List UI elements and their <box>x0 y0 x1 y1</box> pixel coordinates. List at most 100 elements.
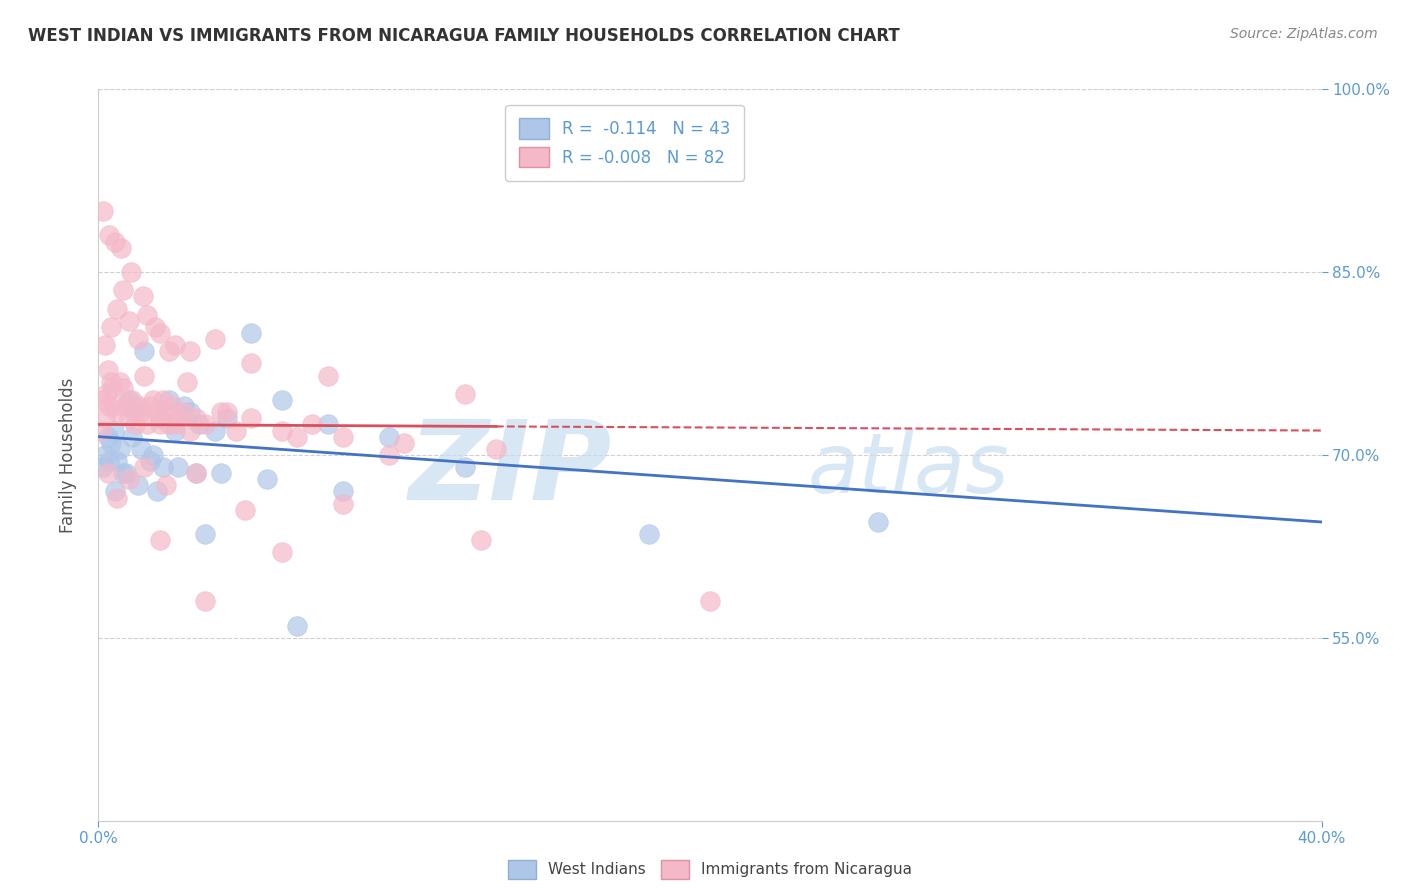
Point <box>91 460 114 475</box>
Point <box>90 424 112 438</box>
Point <box>194 594 217 608</box>
Point <box>127 332 149 346</box>
Point <box>93 411 115 425</box>
Point <box>93 448 115 462</box>
Point <box>111 466 134 480</box>
Point <box>215 411 238 425</box>
Point <box>94 387 117 401</box>
Point <box>132 289 155 303</box>
Point <box>108 442 131 456</box>
Point <box>160 399 183 413</box>
Point <box>98 228 121 243</box>
Point <box>145 405 167 419</box>
Point <box>118 392 141 407</box>
Point <box>256 472 278 486</box>
Point <box>163 424 186 438</box>
Point <box>149 533 172 548</box>
Point <box>155 405 177 419</box>
Point <box>98 399 121 413</box>
Point <box>121 430 143 444</box>
Point <box>157 417 180 432</box>
Point <box>163 338 186 352</box>
Point <box>194 527 217 541</box>
Point <box>134 460 156 475</box>
Point <box>316 368 339 383</box>
Point <box>111 284 134 298</box>
Point <box>188 417 211 432</box>
Point <box>167 460 190 475</box>
Point <box>179 405 201 419</box>
Point <box>209 466 232 480</box>
Point <box>204 332 226 346</box>
Point <box>316 417 339 432</box>
Point <box>139 399 162 413</box>
Point <box>225 424 247 438</box>
Point <box>104 235 127 249</box>
Point <box>163 417 186 432</box>
Point <box>152 392 174 407</box>
Text: atlas: atlas <box>808 429 1010 510</box>
Point <box>204 424 226 438</box>
Point <box>124 417 146 432</box>
Point <box>93 338 115 352</box>
Point <box>149 417 172 432</box>
Point <box>136 417 159 432</box>
Point <box>378 448 401 462</box>
Text: WEST INDIAN VS IMMIGRANTS FROM NICARAGUA FAMILY HOUSEHOLDS CORRELATION CHART: WEST INDIAN VS IMMIGRANTS FROM NICARAGUA… <box>28 27 900 45</box>
Point <box>176 375 198 389</box>
Point <box>152 460 174 475</box>
Point <box>120 265 142 279</box>
Point <box>470 533 492 548</box>
Point <box>378 430 401 444</box>
Point <box>103 399 125 413</box>
Point <box>270 545 294 559</box>
Point <box>91 392 114 407</box>
Point <box>100 435 122 450</box>
Point <box>638 527 661 541</box>
Point <box>115 466 138 480</box>
Point <box>485 442 508 456</box>
Point <box>233 503 256 517</box>
Point <box>270 424 294 438</box>
Point <box>215 405 238 419</box>
Point <box>285 430 308 444</box>
Point <box>157 392 180 407</box>
Point <box>301 417 323 432</box>
Point <box>97 466 120 480</box>
Point <box>121 392 143 407</box>
Point <box>129 442 152 456</box>
Point <box>105 491 128 505</box>
Point <box>332 484 354 499</box>
Point <box>392 435 416 450</box>
Point <box>98 454 121 468</box>
Point <box>134 344 156 359</box>
Point <box>145 484 167 499</box>
Point <box>105 301 128 316</box>
Point <box>127 399 149 413</box>
Point <box>868 515 890 529</box>
Point <box>240 356 263 371</box>
Point <box>91 204 114 219</box>
Point <box>108 375 131 389</box>
Point <box>103 424 125 438</box>
Point <box>179 424 201 438</box>
Point <box>454 460 477 475</box>
Point <box>142 392 165 407</box>
Point <box>97 362 120 376</box>
Point <box>209 405 232 419</box>
Point <box>186 411 208 425</box>
Point <box>179 344 201 359</box>
Point <box>118 472 141 486</box>
Point <box>240 326 263 340</box>
Point <box>115 399 138 413</box>
Point <box>124 405 146 419</box>
Point <box>270 392 294 407</box>
Point <box>105 454 128 468</box>
Point <box>194 417 217 432</box>
Text: Source: ZipAtlas.com: Source: ZipAtlas.com <box>1230 27 1378 41</box>
Point <box>110 241 132 255</box>
Point <box>240 411 263 425</box>
Point <box>105 405 128 419</box>
Point <box>143 320 166 334</box>
Point <box>101 381 124 395</box>
